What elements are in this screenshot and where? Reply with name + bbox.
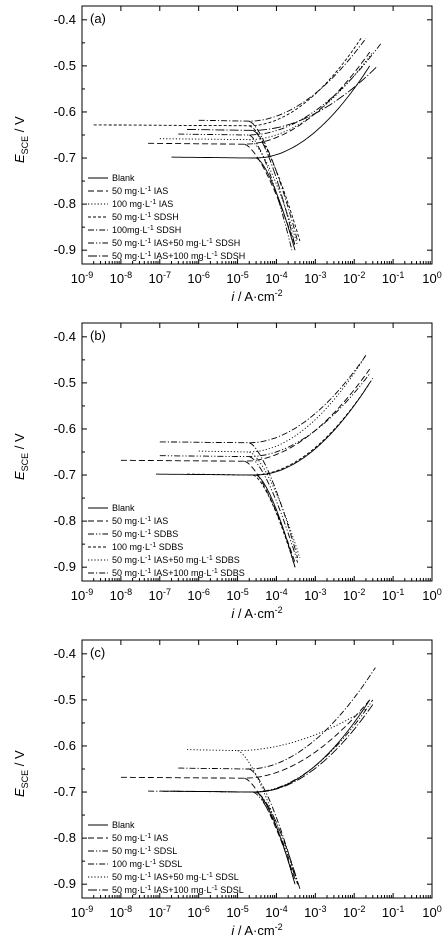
legend-label-4: 100mg·L-1 SDSH — [112, 225, 181, 235]
series-line-4 — [186, 708, 367, 885]
panel-label: (c) — [90, 645, 105, 660]
legend-label-5: 50 mg·L-1 IAS+100 mg·L-1 SDBS — [112, 568, 245, 578]
y-tick-label: -0.8 — [54, 830, 76, 845]
x-tick-label: 10-2 — [343, 270, 365, 286]
x-tick-label: 10-3 — [304, 270, 326, 286]
y-tick-label: -0.9 — [54, 559, 76, 574]
legend-label-3: 100 mg·L-1 SDBS — [112, 542, 183, 552]
legend-label-5: 50 mg·L-1 IAS+100 mg·L-1 SDSL — [112, 885, 244, 895]
series-line-5 — [178, 42, 382, 251]
y-tick-label: -0.8 — [54, 513, 76, 528]
series-line-0 — [171, 65, 371, 251]
legend-label-5: 50 mg·L-1 IAS+50 mg·L-1 SDSH — [112, 238, 240, 248]
x-tick-label: 10-4 — [265, 587, 287, 603]
legend-label-1: 50 mg·L-1 IAS — [112, 186, 168, 196]
y-tick-label: -0.4 — [54, 329, 76, 344]
x-tick-label: 10-1 — [382, 587, 404, 603]
legend-label-1: 50 mg·L-1 IAS — [112, 833, 168, 843]
y-tick-label: -0.5 — [54, 58, 76, 73]
series-line-1 — [148, 51, 371, 246]
x-axis-title: i / A·cm-2 — [231, 288, 282, 304]
y-tick-label: -0.7 — [54, 467, 76, 482]
x-tick-label: 10-3 — [304, 904, 326, 920]
x-tick-label: 10-8 — [110, 904, 132, 920]
series-line-3 — [186, 378, 374, 568]
legend: Blank 50 mg·L-1 IAS 50 mg·L-1 SDSL 100 mg·L… — [88, 820, 244, 895]
legend-label-3: 50 mg·L-1 SDSH — [112, 212, 179, 222]
legend-label-3: 100 mg·L-1 SDSL — [112, 859, 182, 869]
legend-label-6: 50 mg·L-1 IAS+100 mg·L-1 SDSH — [112, 251, 245, 261]
panel-label: (a) — [90, 11, 106, 26]
x-tick-label: 10-5 — [226, 587, 248, 603]
y-axis-title: ESCE / V — [12, 750, 30, 797]
y-tick-label: -0.6 — [54, 421, 76, 436]
x-tick-label: 100 — [422, 270, 441, 286]
x-tick-label: 10-9 — [71, 270, 93, 286]
panel-label: (b) — [90, 328, 106, 343]
y-tick-label: -0.5 — [54, 375, 76, 390]
x-tick-label: 10-7 — [149, 587, 171, 603]
x-tick-label: 10-7 — [149, 904, 171, 920]
chart-panel-b: 10-9 10-8 10-7 10-6 10-5 10-4 10-3 10-2 10-1 100 -… — [12, 322, 442, 621]
series-line-2 — [159, 51, 374, 246]
legend-label-2: 50 mg·L-1 SDSL — [112, 846, 177, 856]
y-tick-label: -0.8 — [54, 196, 76, 211]
chart-panel-c: 10-9 10-8 10-7 10-6 10-5 10-4 10-3 10-2 10-1 100 -… — [12, 639, 442, 938]
chart-panel-a: 10-9 10-8 10-7 10-6 10-5 10-4 10-3 10-2 10-1 100 -… — [12, 5, 442, 304]
x-tick-label: 10-4 — [265, 270, 287, 286]
x-tick-label: 10-2 — [343, 904, 365, 920]
series-line-4 — [198, 38, 367, 242]
x-tick-label: 10-3 — [304, 587, 326, 603]
x-axis-title: i / A·cm-2 — [231, 922, 282, 938]
series-line-2 — [159, 373, 371, 563]
y-tick-label: -0.6 — [54, 738, 76, 753]
y-tick-label: -0.7 — [54, 150, 76, 165]
x-tick-label: 100 — [422, 587, 441, 603]
y-tick-label: -0.5 — [54, 692, 76, 707]
y-tick-label: -0.4 — [54, 646, 76, 661]
series-line-0 — [159, 699, 371, 885]
legend-label-0: Blank — [112, 173, 135, 183]
legend-label-1: 50 mg·L-1 IAS — [112, 516, 168, 526]
x-tick-label: 10-4 — [265, 904, 287, 920]
series-line-3 — [178, 667, 376, 885]
series-line-3 — [93, 38, 362, 242]
x-tick-label: 10-6 — [187, 270, 209, 286]
legend-label-2: 50 mg·L-1 SDBS — [112, 529, 178, 539]
legend: Blank 50 mg·L-1 IAS 100 mg·L-1 IAS 50 mg·L-… — [88, 173, 245, 261]
y-tick-label: -0.7 — [54, 784, 76, 799]
y-tick-label: -0.4 — [54, 12, 76, 27]
legend-label-0: Blank — [112, 820, 135, 830]
series-line-5 — [159, 355, 367, 559]
x-tick-label: 10-6 — [187, 587, 209, 603]
y-axis-title: ESCE / V — [12, 433, 30, 480]
legend-label-2: 100 mg·L-1 IAS — [112, 199, 173, 209]
x-tick-label: 10-8 — [110, 270, 132, 286]
legend: Blank 50 mg·L-1 IAS 50 mg·L-1 SDBS 100 mg·L… — [88, 503, 245, 578]
series-line-6 — [187, 65, 378, 246]
legend-label-4: 50 mg·L-1 IAS+50 mg·L-1 SDBS — [112, 555, 240, 565]
x-tick-label: 10-2 — [343, 587, 365, 603]
x-tick-label: 10-5 — [226, 270, 248, 286]
y-tick-label: -0.6 — [54, 104, 76, 119]
x-axis-title: i / A·cm-2 — [231, 605, 282, 621]
x-tick-label: 100 — [422, 904, 441, 920]
y-tick-label: -0.9 — [54, 242, 76, 257]
series-line-2 — [148, 699, 374, 885]
y-axis-title: ESCE / V — [12, 116, 30, 163]
x-tick-label: 10-8 — [110, 587, 132, 603]
legend-label-0: Blank — [112, 503, 135, 513]
x-tick-label: 10-6 — [187, 904, 209, 920]
x-tick-label: 10-1 — [382, 270, 404, 286]
legend-label-4: 50 mg·L-1 IAS+50 mg·L-1 SDSL — [112, 872, 239, 882]
x-tick-label: 10-7 — [149, 270, 171, 286]
x-tick-label: 10-9 — [71, 904, 93, 920]
series-line-5 — [171, 704, 374, 889]
x-tick-label: 10-1 — [382, 904, 404, 920]
y-tick-label: -0.9 — [54, 876, 76, 891]
x-tick-label: 10-5 — [226, 904, 248, 920]
x-tick-label: 10-9 — [71, 587, 93, 603]
